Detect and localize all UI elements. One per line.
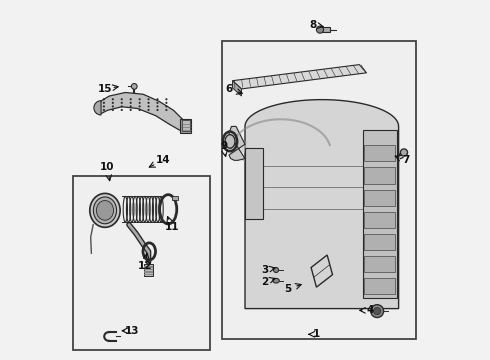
- Polygon shape: [100, 93, 182, 132]
- Polygon shape: [229, 126, 245, 160]
- Bar: [144, 264, 153, 276]
- Ellipse shape: [225, 135, 235, 148]
- Bar: [144, 271, 153, 273]
- Circle shape: [373, 307, 381, 315]
- Circle shape: [112, 102, 114, 104]
- Bar: [73, 176, 210, 350]
- Polygon shape: [232, 64, 367, 89]
- Text: 6: 6: [225, 84, 233, 94]
- Bar: [222, 41, 416, 339]
- Text: 9: 9: [220, 141, 227, 151]
- Circle shape: [130, 109, 132, 111]
- Polygon shape: [232, 81, 242, 96]
- Circle shape: [147, 98, 149, 100]
- Bar: [172, 196, 178, 200]
- Wedge shape: [94, 101, 101, 115]
- Circle shape: [112, 109, 114, 111]
- Circle shape: [156, 98, 159, 100]
- Bar: [364, 167, 395, 184]
- Circle shape: [131, 84, 137, 89]
- Circle shape: [165, 102, 168, 104]
- Ellipse shape: [273, 278, 279, 283]
- Circle shape: [156, 105, 159, 108]
- Circle shape: [121, 105, 123, 108]
- Ellipse shape: [94, 197, 117, 224]
- Bar: [364, 212, 395, 228]
- Circle shape: [147, 102, 149, 104]
- Text: 13: 13: [125, 326, 140, 336]
- Circle shape: [156, 109, 159, 111]
- Bar: [144, 274, 153, 275]
- Text: 7: 7: [402, 156, 410, 165]
- Circle shape: [130, 98, 132, 100]
- Circle shape: [103, 98, 105, 100]
- Bar: [144, 269, 153, 270]
- Polygon shape: [311, 255, 333, 287]
- Text: 4: 4: [367, 305, 374, 315]
- Bar: [245, 148, 263, 219]
- Text: 10: 10: [100, 162, 115, 172]
- Circle shape: [147, 105, 149, 108]
- Polygon shape: [245, 100, 398, 309]
- Bar: [322, 27, 330, 32]
- Text: 14: 14: [155, 156, 170, 165]
- Circle shape: [165, 105, 168, 108]
- Text: 3: 3: [261, 265, 268, 275]
- Bar: [364, 190, 395, 206]
- Text: 12: 12: [138, 261, 152, 271]
- Circle shape: [139, 98, 141, 100]
- Bar: [363, 130, 397, 298]
- Text: 5: 5: [284, 284, 292, 294]
- Text: 2: 2: [261, 277, 268, 287]
- Text: 1: 1: [313, 329, 320, 339]
- Bar: [364, 234, 395, 250]
- Circle shape: [165, 98, 168, 100]
- Text: 11: 11: [165, 222, 179, 232]
- Circle shape: [121, 98, 123, 100]
- Ellipse shape: [97, 201, 114, 220]
- Circle shape: [139, 109, 141, 111]
- Circle shape: [273, 267, 279, 273]
- Circle shape: [103, 105, 105, 108]
- Circle shape: [371, 305, 384, 318]
- Text: 15: 15: [98, 84, 112, 94]
- Bar: [144, 266, 153, 268]
- Circle shape: [130, 105, 132, 108]
- Circle shape: [139, 105, 141, 108]
- Circle shape: [400, 149, 408, 156]
- Bar: [364, 278, 395, 294]
- Circle shape: [121, 102, 123, 104]
- Circle shape: [130, 102, 132, 104]
- Bar: [364, 145, 395, 161]
- Circle shape: [317, 26, 323, 33]
- Circle shape: [147, 109, 149, 111]
- Circle shape: [103, 109, 105, 111]
- Text: 8: 8: [309, 19, 317, 30]
- Circle shape: [156, 102, 159, 104]
- Circle shape: [165, 109, 168, 111]
- Circle shape: [112, 98, 114, 100]
- Circle shape: [112, 105, 114, 108]
- Circle shape: [103, 102, 105, 104]
- Circle shape: [121, 109, 123, 111]
- Bar: [364, 256, 395, 272]
- Ellipse shape: [90, 193, 120, 227]
- Circle shape: [139, 102, 141, 104]
- Bar: [182, 120, 190, 131]
- Bar: [180, 118, 191, 133]
